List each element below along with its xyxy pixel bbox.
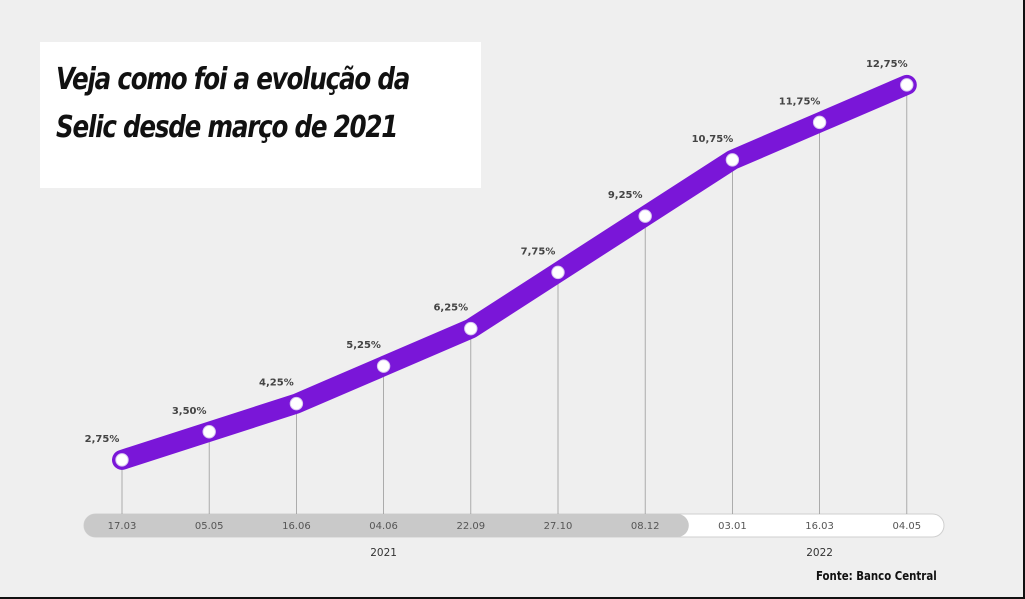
value-label: 9,25% (608, 190, 643, 201)
timeline-bar (83, 513, 945, 538)
title-box: Veja como foi a evolução da Selic desde … (40, 42, 481, 188)
tick-label: 05.05 (195, 521, 224, 532)
tick-label: 08.12 (631, 521, 660, 532)
tick-label: 16.03 (805, 521, 834, 532)
value-label: 4,25% (259, 378, 294, 389)
tick-label: 04.06 (369, 521, 398, 532)
data-point (725, 153, 740, 167)
drop-lines (121, 84, 908, 514)
timeline-past (84, 514, 689, 537)
tick-label: 27.10 (544, 521, 573, 532)
title-line-2: Selic desde março de 2021 (56, 110, 398, 145)
date-tick-labels: 17.03 05.05 16.06 04.06 22.09 27.10 08.12 03.01… (108, 521, 921, 532)
source-note: Fonte: Banco Central (816, 569, 937, 583)
data-point (376, 359, 391, 373)
data-markers (115, 78, 914, 467)
selic-line (112, 74, 917, 470)
year-labels: 2021 2022 (370, 547, 833, 559)
value-label: 6,25% (433, 303, 468, 314)
value-label: 10,75% (692, 134, 734, 145)
tick-label: 17.03 (108, 521, 137, 532)
data-point (464, 321, 478, 336)
value-label: 7,75% (521, 246, 556, 257)
value-label: 5,25% (346, 340, 381, 351)
tick-label: 16.06 (282, 521, 311, 532)
tick-label: 22.09 (456, 521, 485, 532)
year-label: 2021 (370, 547, 397, 559)
data-point (115, 453, 129, 467)
value-label: 12,75% (866, 59, 908, 70)
value-labels: 2,75% 3,50% 4,25% 5,25% 6,25% 7,75% 9,25% 10,75… (85, 59, 908, 445)
data-point (900, 78, 914, 92)
title-line-1: Veja como foi a evolução da (56, 62, 410, 97)
data-point (289, 396, 304, 411)
data-point (812, 115, 827, 130)
value-label: 3,50% (172, 406, 207, 417)
value-label: 11,75% (779, 96, 821, 107)
data-point (551, 265, 565, 280)
selic-series (112, 74, 917, 470)
tick-label: 03.01 (718, 521, 747, 532)
value-label: 2,75% (85, 434, 120, 445)
tick-label: 04.05 (892, 521, 921, 532)
data-point (202, 425, 216, 439)
data-point (638, 209, 652, 223)
year-label: 2022 (806, 547, 833, 559)
